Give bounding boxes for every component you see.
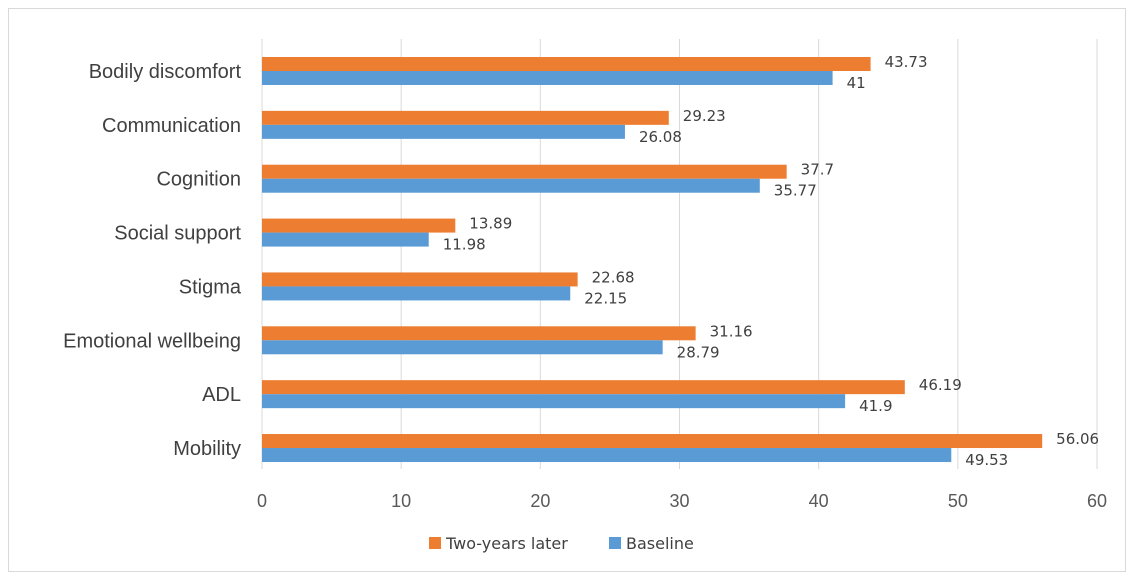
x-tick-label: 20	[530, 491, 550, 511]
data-label: 22.68	[592, 268, 635, 286]
x-tick-label: 30	[669, 491, 689, 511]
category-label: Mobility	[173, 438, 241, 460]
category-label: Social support	[114, 223, 241, 245]
data-label: 11.98	[443, 236, 486, 254]
data-label: 28.79	[677, 343, 720, 361]
category-label: Cognition	[156, 169, 241, 191]
bar-two-years-later	[262, 57, 871, 71]
bar-two-years-later	[262, 326, 696, 341]
bar-baseline	[262, 286, 571, 301]
legend-label-two-years-later: Two-years later	[445, 534, 568, 553]
chart-frame: 43.73 41 29.23 26.08 37.7 35.77 13.89 11.98 22.6…	[8, 8, 1126, 572]
x-tick-label: 40	[809, 491, 829, 511]
bar-baseline	[262, 394, 846, 409]
bar-two-years-later	[262, 434, 1043, 449]
data-label: 13.89	[469, 215, 512, 233]
category-label: Stigma	[179, 276, 242, 298]
category-label: Emotional wellbeing	[63, 330, 241, 352]
bar-two-years-later	[262, 272, 578, 287]
value-axis-tick-labels: 0 10 20 30 40 50 60	[257, 491, 1107, 511]
bar-baseline	[262, 448, 952, 463]
category-label: ADL	[202, 384, 241, 406]
bar-baseline	[262, 232, 429, 247]
legend-swatch-two-years-later	[429, 537, 441, 549]
data-label: 26.08	[639, 128, 682, 146]
data-label: 41	[847, 74, 866, 92]
legend: Two-years later Baseline	[429, 534, 694, 553]
bar-two-years-later	[262, 218, 456, 233]
x-tick-label: 10	[391, 491, 411, 511]
data-label: 43.73	[885, 53, 928, 71]
data-label: 49.53	[965, 451, 1008, 469]
bar-two-years-later	[262, 110, 669, 125]
gridlines	[261, 39, 1098, 469]
data-label: 46.19	[919, 376, 962, 394]
bar-two-years-later	[262, 164, 787, 179]
bars	[262, 57, 1043, 463]
category-label: Bodily discomfort	[89, 61, 242, 83]
bar-baseline	[262, 124, 625, 139]
legend-swatch-baseline	[609, 537, 621, 549]
legend-label-baseline: Baseline	[626, 534, 694, 553]
x-tick-label: 0	[257, 491, 267, 511]
data-label: 56.06	[1056, 430, 1099, 448]
data-label: 29.23	[683, 107, 726, 125]
category-axis-labels: Bodily discomfort Communication Cognition S…	[63, 61, 242, 460]
category-label: Communication	[102, 115, 241, 137]
x-tick-label: 60	[1087, 491, 1107, 511]
x-tick-label: 50	[948, 491, 968, 511]
bar-baseline	[262, 71, 833, 85]
data-label: 41.9	[859, 397, 892, 415]
bar-two-years-later	[262, 380, 905, 395]
data-label: 37.7	[801, 161, 834, 179]
data-label: 22.15	[584, 289, 627, 307]
data-label: 35.77	[774, 182, 817, 200]
bar-baseline	[262, 178, 760, 193]
bar-baseline	[262, 340, 663, 355]
data-label: 31.16	[710, 322, 753, 340]
